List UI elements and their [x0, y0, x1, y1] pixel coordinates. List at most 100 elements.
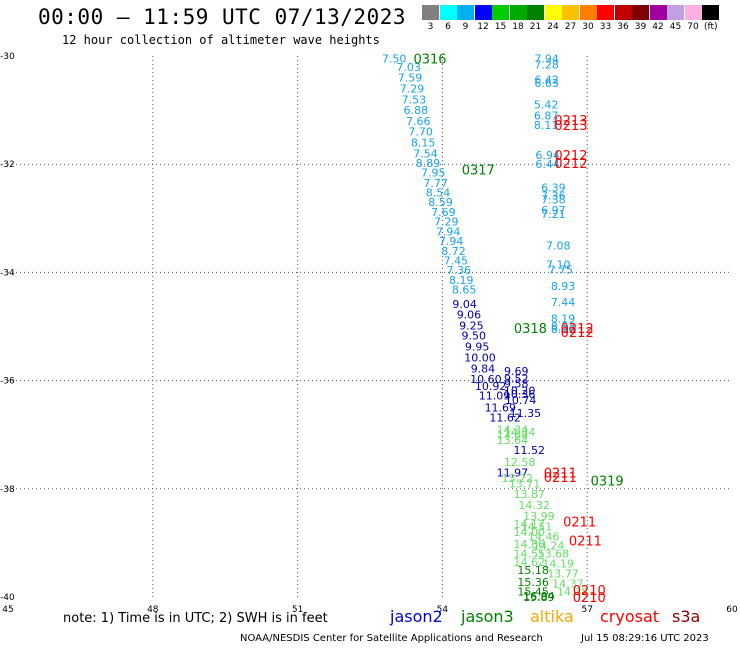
wave-height-label: 9.06 — [457, 309, 482, 322]
pass-time-label: 0318 — [514, 322, 547, 337]
wave-height-label: 13.68 — [538, 548, 570, 561]
satellite-label-cryosat: cryosat — [600, 607, 660, 626]
colorbar-swatch — [544, 5, 562, 20]
colorbar-label: 33 — [599, 22, 612, 32]
colorbar-label: 45 — [669, 22, 682, 32]
wave-height-label: 7.38 — [541, 193, 566, 206]
wave-height-label: 10.36 — [504, 388, 536, 401]
colorbar-label: 70 — [687, 22, 699, 32]
wave-height-label: 14.62 — [514, 556, 546, 569]
wave-height-label: 7.10 — [546, 258, 571, 271]
pass-time-label: 0213 — [554, 114, 587, 129]
wave-height-label: 9.04 — [452, 298, 477, 311]
colorbar-swatch — [492, 5, 509, 20]
wave-height-label: 7.03 — [396, 61, 421, 74]
wave-height-label: 7.08 — [546, 239, 571, 252]
y-tick-label: -34 — [0, 268, 15, 278]
wave-height-label: 6.88 — [404, 104, 429, 117]
wave-height-label: 7.95 — [421, 166, 446, 179]
wave-height-label: 7.21 — [541, 208, 566, 221]
wave-height-label: 14.17 — [514, 518, 546, 531]
wave-height-label: 7.69 — [431, 206, 456, 219]
wave-height-label: 8.16 — [551, 323, 576, 336]
colorbar-swatch — [562, 5, 579, 20]
colorbar-label: 42 — [652, 22, 664, 32]
wave-height-label: 8.59 — [428, 196, 453, 209]
footer-note: note: 1) Time is in UTC; 2) SWH is in fe… — [63, 611, 328, 626]
wave-height-label: 6.63 — [534, 77, 559, 90]
wave-height-label: 10.00 — [464, 351, 496, 364]
satellite-label-jason3: jason3 — [461, 607, 514, 626]
wave-height-label: 8.19 — [449, 274, 474, 287]
pass-time-label: 0213 — [554, 119, 587, 134]
wave-height-label: 7.70 — [408, 126, 433, 139]
y-tick-label: -38 — [0, 485, 15, 495]
pass-time-label: 0212 — [561, 322, 594, 337]
wave-height-label: 6.42 — [534, 73, 559, 86]
wave-height-label: 8.72 — [441, 245, 466, 258]
colorbar-swatch — [422, 5, 439, 20]
wave-height-label: 7.36 — [541, 190, 566, 203]
x-tick-label: 51 — [292, 605, 303, 615]
x-tick-label: 54 — [437, 605, 449, 615]
wave-height-label: 15.36 — [517, 576, 549, 589]
y-tick-label: -36 — [0, 377, 15, 387]
colorbar-swatch — [614, 5, 632, 20]
wave-height-label: 8.93 — [551, 280, 576, 293]
pass-time-label: 0212 — [561, 326, 594, 341]
wave-height-label: 15.45 — [517, 586, 549, 599]
wave-height-label: 7.29 — [400, 82, 425, 95]
colorbar-swatch — [527, 5, 544, 20]
wave-height-label: 7.29 — [434, 216, 459, 229]
wave-height-label: 7.50 — [382, 53, 407, 66]
wave-height-label: 7.36 — [447, 264, 472, 277]
wave-height-label: 7.44 — [551, 296, 576, 309]
colorbar-swatch — [702, 5, 719, 20]
wave-height-label: 7.28 — [534, 59, 559, 72]
pass-time-label: 0212 — [554, 149, 587, 164]
wave-height-label: 14.51 — [521, 521, 553, 534]
colorbar-swatch — [667, 5, 684, 20]
wave-height-label: 8.19 — [551, 312, 576, 325]
pass-time-label: 0212 — [554, 157, 587, 172]
colorbar-swatch — [457, 5, 474, 20]
x-tick-label: 57 — [581, 605, 592, 615]
wave-height-label: 8.89 — [416, 157, 441, 170]
wave-height-label: 8.11 — [534, 119, 559, 132]
chart-subtitle: 12 hour collection of altimeter wave hei… — [62, 33, 380, 47]
y-tick-label: -30 — [0, 52, 15, 62]
pass-time-label: 0210 — [573, 584, 606, 599]
y-tick-label: -40 — [0, 593, 15, 603]
x-tick-label: 60 — [726, 605, 738, 615]
pass-time-label: 0211 — [544, 471, 577, 486]
colorbar-label: 3 — [427, 22, 434, 32]
satellite-label-s3a: s3a — [672, 607, 701, 626]
wave-height-label: 14.34 — [504, 426, 536, 439]
wave-height-label: 11.62 — [489, 411, 521, 424]
colorbar-label: 9 — [462, 22, 469, 32]
wave-height-label: 13.71 — [509, 477, 541, 490]
wave-height-label: 15.89 — [523, 591, 555, 604]
x-tick-label: 48 — [147, 605, 159, 615]
wave-height-label: 6.87 — [534, 110, 559, 123]
wave-height-label: 9.95 — [465, 341, 490, 354]
wave-height-label: 8.15 — [411, 137, 436, 150]
wave-height-label: 7.94 — [534, 53, 559, 66]
wave-height-label: 10.60 — [470, 373, 502, 386]
wave-height-label: 9.52 — [504, 372, 529, 385]
wave-height-label: 11.35 — [510, 407, 542, 420]
colorbar-swatch — [579, 5, 597, 20]
wave-height-label: 11.09 — [479, 390, 511, 403]
wave-height-label: 9.58 — [504, 377, 529, 390]
x-tick-label: 45 — [2, 605, 13, 615]
pass-time-label: 0316 — [413, 53, 446, 68]
chart-title: 00:00 – 11:59 UTC 07/13/2023 — [38, 5, 407, 29]
wave-height-label: 11.69 — [485, 402, 517, 415]
colorbar-swatch — [439, 5, 457, 20]
wave-height-label: 8.65 — [452, 284, 477, 297]
y-tick-label: -32 — [0, 160, 15, 170]
colorbar-swatch — [474, 5, 492, 20]
wave-height-label: 9.84 — [471, 363, 496, 376]
wave-height-label: 16.04 — [523, 590, 555, 603]
wave-height-label: 13.99 — [523, 510, 555, 523]
